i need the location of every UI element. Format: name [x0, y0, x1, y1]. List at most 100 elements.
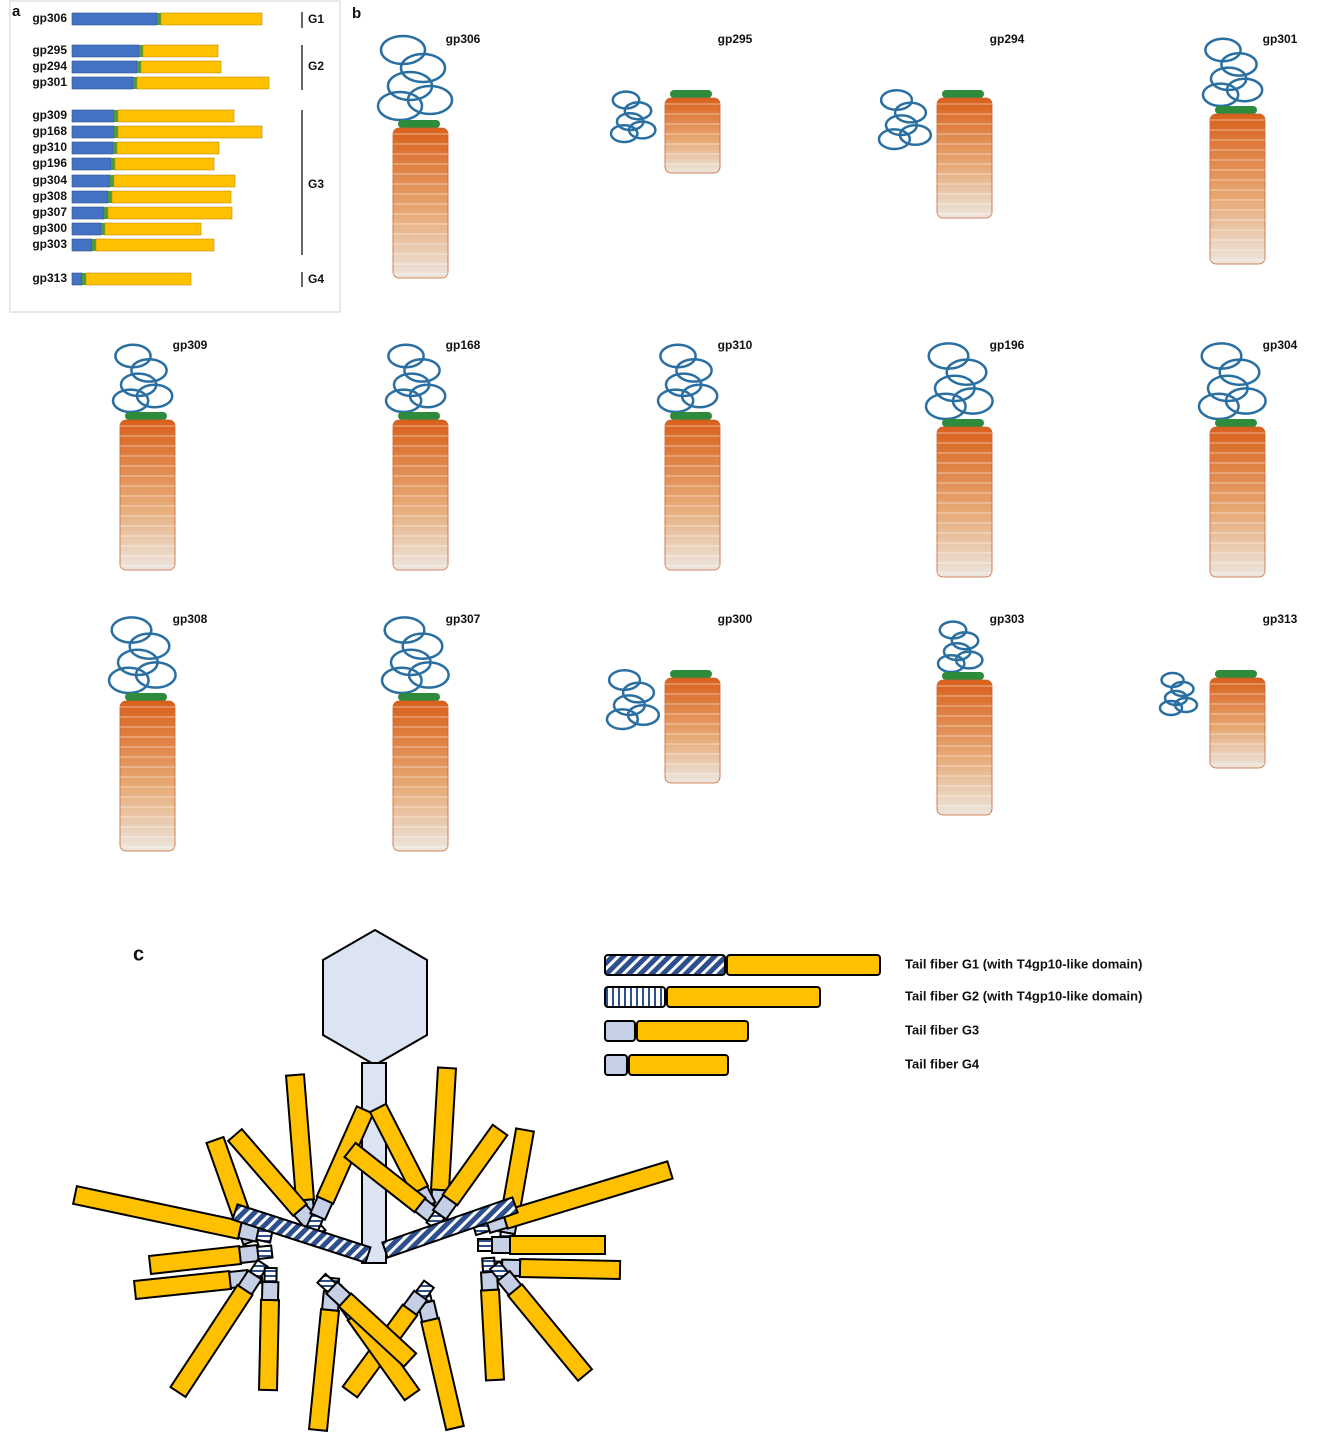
structure-label: gp196	[990, 338, 1025, 352]
domain-blob	[381, 36, 425, 64]
fiber	[502, 1161, 672, 1228]
structure-label: gp168	[446, 338, 481, 352]
beta-helix	[393, 701, 448, 851]
domain-c	[117, 142, 219, 154]
domain-link	[110, 175, 114, 187]
domain-blob	[113, 390, 148, 412]
structure-label: gp313	[1263, 612, 1298, 626]
domain-n	[72, 158, 111, 170]
domain-blob	[1199, 394, 1239, 419]
fiber-linker	[478, 1239, 492, 1251]
beta-helix	[393, 420, 448, 570]
structure-label: gp304	[1263, 338, 1298, 352]
fiber-linker	[264, 1268, 276, 1282]
structure-label: gp306	[446, 32, 481, 46]
domain-c	[161, 13, 262, 25]
protein-label: gp313	[32, 271, 67, 285]
legend-domain	[605, 1021, 635, 1041]
fiber-linker	[257, 1246, 272, 1259]
helix	[942, 419, 984, 427]
fiber	[520, 1259, 620, 1279]
domain-link	[92, 239, 96, 251]
domain-link	[108, 191, 112, 203]
panel-a: gp306gp295gp294gp301gp309gp168gp310gp196…	[32, 11, 324, 287]
fiber	[508, 1284, 592, 1380]
helix	[942, 90, 984, 98]
panel-label: c	[133, 943, 144, 965]
fiber	[73, 1186, 242, 1239]
domain-n	[72, 61, 137, 73]
domain-c	[143, 45, 218, 57]
domain-link	[114, 126, 118, 138]
domain-c	[86, 273, 191, 285]
helix	[670, 90, 712, 98]
protein-label: gp196	[32, 156, 67, 170]
protein-label: gp301	[32, 75, 67, 89]
beta-helix	[1210, 114, 1265, 264]
protein-label: gp300	[32, 221, 67, 235]
domain-n	[72, 239, 92, 251]
structure-label: gp295	[718, 32, 753, 46]
domain-blob	[879, 129, 910, 149]
structure-label: gp303	[990, 612, 1025, 626]
beta-helix	[665, 420, 720, 570]
figure: a b c gp306gp295gp294gp301gp309gp168gp31…	[0, 0, 1338, 1435]
domain-c	[141, 61, 221, 73]
domain-c	[115, 158, 214, 170]
helix	[670, 412, 712, 420]
domain-blob	[386, 390, 421, 412]
domain-link	[157, 13, 161, 25]
helix	[670, 670, 712, 678]
structure-label: gp308	[173, 612, 208, 626]
helix	[1215, 106, 1257, 114]
panel-label: b	[352, 5, 361, 22]
domain-c	[137, 77, 269, 89]
beta-helix	[665, 98, 720, 173]
domain-blob	[403, 634, 443, 659]
domain-c	[118, 126, 262, 138]
beta-helix	[937, 680, 992, 815]
fiber	[510, 1236, 605, 1254]
protein-label: gp294	[32, 59, 67, 73]
protein-label: gp309	[32, 108, 67, 122]
helix	[398, 412, 440, 420]
domain-blob	[929, 343, 969, 368]
protein-label: gp304	[32, 173, 67, 187]
group-label: G4	[308, 272, 324, 286]
domain-c	[112, 191, 231, 203]
domain-blob	[1220, 360, 1260, 385]
domain-link	[114, 110, 118, 122]
fiber	[170, 1285, 252, 1397]
domain-c	[105, 223, 201, 235]
domain-n	[72, 175, 110, 187]
domain-link	[82, 273, 86, 285]
domain-n	[72, 77, 133, 89]
legend-domain	[605, 987, 665, 1007]
group-label: G3	[308, 177, 324, 191]
domain-n	[72, 126, 114, 138]
legend-label: Tail fiber G3	[905, 1022, 979, 1037]
beta-helix	[1210, 427, 1265, 577]
structure-label: gp309	[173, 338, 208, 352]
fiber	[421, 1318, 464, 1430]
domain-n	[72, 207, 104, 219]
legend-fiber	[637, 1021, 748, 1041]
protein-label: gp303	[32, 237, 67, 251]
fiber	[149, 1246, 241, 1274]
protein-label: gp308	[32, 189, 67, 203]
domain-link	[139, 45, 143, 57]
domain-blob	[658, 390, 693, 412]
helix	[398, 693, 440, 701]
fiber	[286, 1074, 314, 1200]
fiber	[134, 1271, 231, 1299]
group-label: G2	[308, 59, 324, 73]
fiber-anchor	[262, 1282, 278, 1300]
domain-blob	[130, 634, 170, 659]
protein-label: gp307	[32, 205, 67, 219]
domain-blob	[378, 92, 422, 120]
domain-blob	[926, 394, 966, 419]
fiber	[481, 1290, 504, 1381]
legend-fiber	[667, 987, 820, 1007]
domain-blob	[1202, 343, 1242, 368]
